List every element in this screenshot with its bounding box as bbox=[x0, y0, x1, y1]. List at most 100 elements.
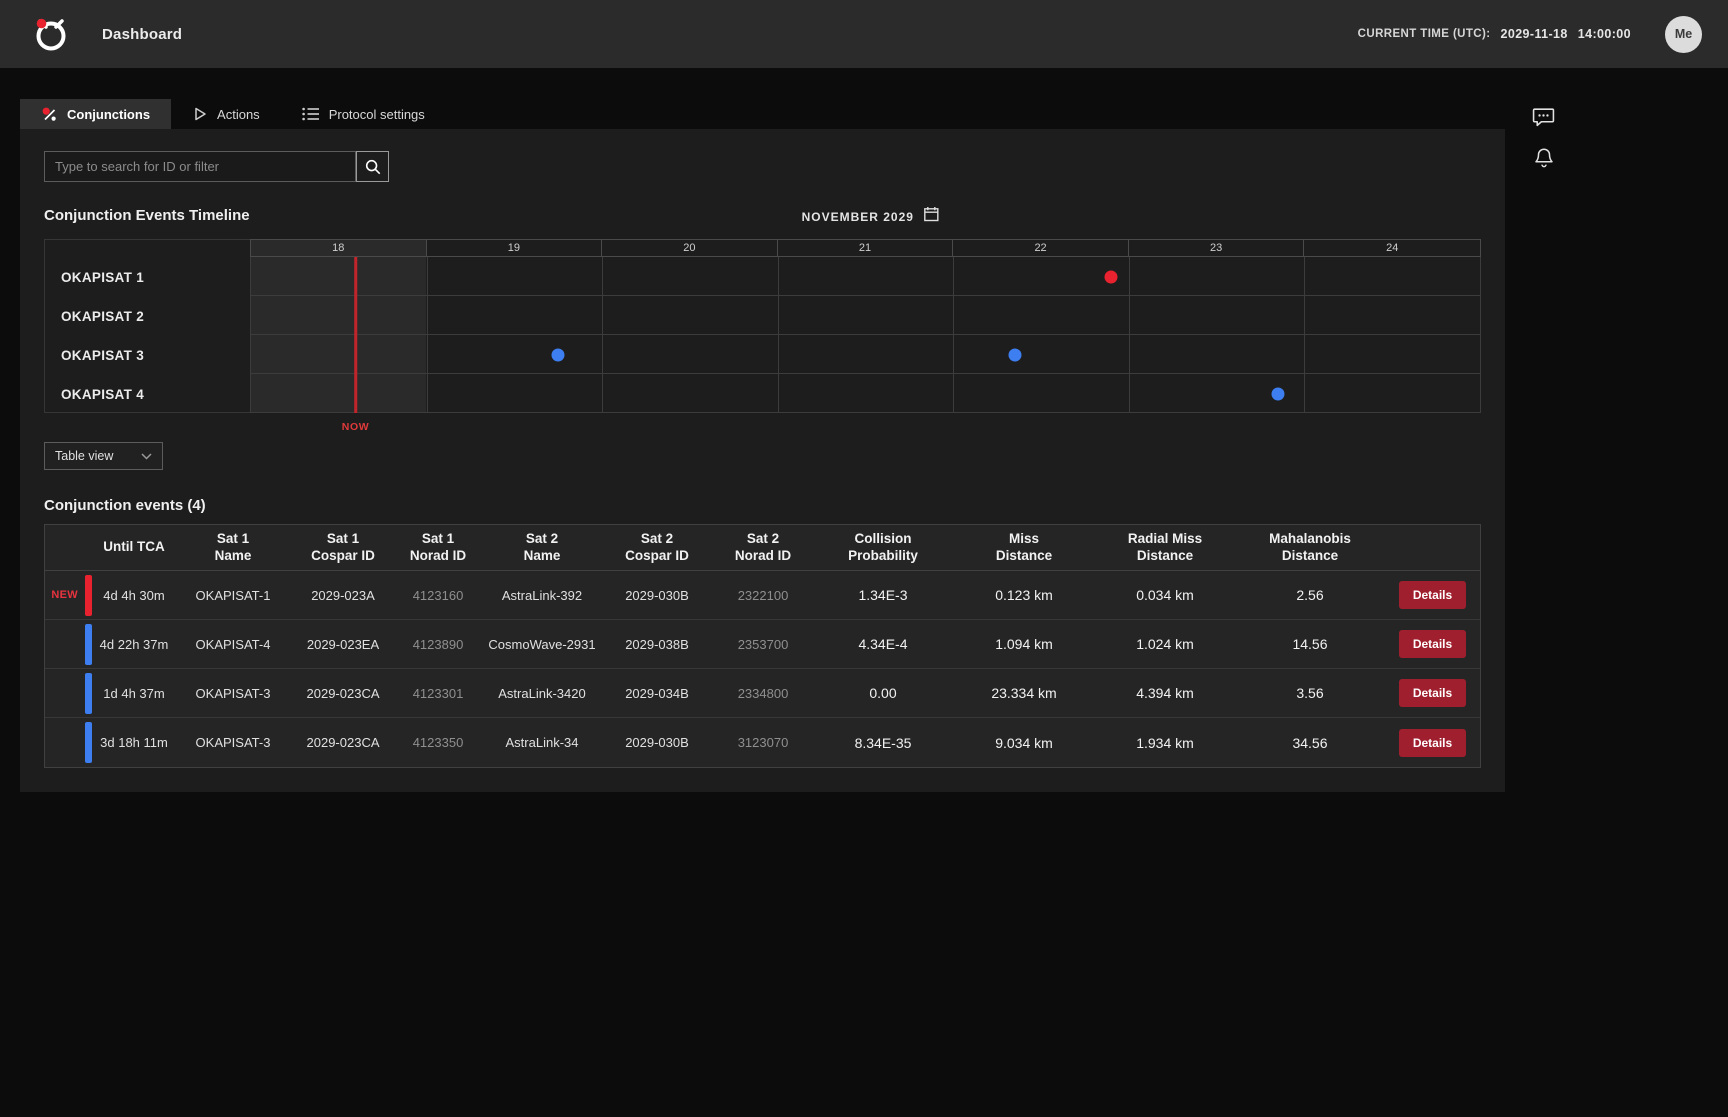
cell-radial-miss-distance: 1.024 km bbox=[1136, 636, 1194, 652]
header-right: CURRENT TIME (UTC): 2029-11-18 14:00:00 … bbox=[1357, 15, 1702, 53]
details-button[interactable]: Details bbox=[1398, 630, 1467, 658]
play-icon bbox=[192, 106, 208, 122]
events-title: Conjunction events (4) bbox=[44, 497, 206, 514]
now-label: NOW bbox=[341, 421, 370, 433]
notifications-button[interactable] bbox=[1530, 143, 1558, 173]
conjunction-event-dot[interactable] bbox=[1008, 348, 1022, 361]
tab-protocol-settings[interactable]: Protocol settings bbox=[281, 99, 446, 129]
current-time-label: CURRENT TIME (UTC): bbox=[1357, 28, 1491, 40]
month-picker[interactable]: NOVEMBER 2029 bbox=[802, 206, 939, 227]
event-row: NEW 4d 4h 30m OKAPISAT-1 2029-023A 4123160 As… bbox=[45, 571, 1480, 620]
cell-radial-miss-distance: 4.394 km bbox=[1136, 685, 1194, 701]
cell-collision-probability: 4.34E-4 bbox=[858, 636, 908, 652]
conjunction-event-dot[interactable] bbox=[551, 348, 565, 361]
avatar[interactable]: Me bbox=[1665, 15, 1702, 53]
timeline-row bbox=[251, 374, 1480, 413]
tab-conjunctions[interactable]: Conjunctions bbox=[20, 99, 172, 129]
severity-bar bbox=[84, 574, 92, 616]
cell-collision-probability: 0.00 bbox=[869, 685, 897, 701]
calendar-icon bbox=[923, 206, 939, 227]
search-row bbox=[44, 151, 1481, 182]
column-header: Sat 1 Cospar ID bbox=[311, 530, 375, 563]
column-header: Sat 2 Name bbox=[523, 530, 561, 563]
view-select[interactable]: Table view bbox=[44, 442, 163, 470]
cell-sat2-name: AstraLink-392 bbox=[501, 587, 583, 603]
conjunctions-icon bbox=[41, 106, 58, 123]
tab-actions[interactable]: Actions bbox=[171, 99, 281, 129]
cell-sat2-cospar: 2029-034B bbox=[625, 685, 689, 701]
cell-mahalanobis: 3.56 bbox=[1296, 685, 1324, 701]
tab-label: Actions bbox=[217, 106, 260, 122]
cell-sat1-norad: 4123160 bbox=[412, 587, 464, 603]
event-row: 1d 4h 37m OKAPISAT-3 2029-023CA 4123301 Astr… bbox=[45, 669, 1480, 718]
cell-sat1-name: OKAPISAT-1 bbox=[195, 587, 271, 603]
bell-icon bbox=[1534, 148, 1554, 172]
page-title: Dashboard bbox=[102, 25, 183, 43]
cell-sat1-cospar: 2029-023A bbox=[311, 587, 375, 603]
view-select-value: Table view bbox=[55, 449, 114, 463]
day-header: 22 bbox=[953, 240, 1129, 256]
cell-sat2-name: AstraLink-3420 bbox=[498, 685, 586, 701]
cell-sat2-name: CosmoWave-2931 bbox=[488, 636, 596, 652]
chat-icon bbox=[1532, 108, 1555, 130]
cell-radial-miss-distance: 0.034 km bbox=[1136, 587, 1194, 603]
severity-bar bbox=[84, 722, 92, 763]
side-icon-strip bbox=[1528, 102, 1559, 173]
severity-bar-cell bbox=[81, 718, 95, 767]
cell-sat2-norad: 2322100 bbox=[737, 587, 789, 603]
cell-sat1-norad: 4123301 bbox=[412, 685, 464, 701]
severity-bar bbox=[84, 623, 92, 665]
satellite-label: OKAPISAT 3 bbox=[61, 348, 145, 363]
cell-sat1-norad: 4123350 bbox=[412, 735, 464, 750]
chat-button[interactable] bbox=[1528, 102, 1559, 131]
cell-sat2-cospar: 2029-038B bbox=[625, 636, 689, 652]
cell-sat1-name: OKAPISAT-3 bbox=[195, 685, 271, 701]
conjunction-event-dot[interactable] bbox=[1104, 270, 1118, 283]
cell-mahalanobis: 34.56 bbox=[1292, 734, 1328, 751]
details-button[interactable]: Details bbox=[1398, 679, 1467, 707]
satellite-labels: OKAPISAT 1 OKAPISAT 2 OKAPISAT 3 OKAPISAT 4 bbox=[44, 239, 250, 413]
severity-bar-cell bbox=[81, 669, 95, 717]
satellite-label: OKAPISAT 4 bbox=[61, 387, 145, 402]
search-icon bbox=[365, 159, 381, 175]
column-header: Sat 2 Norad ID bbox=[734, 530, 792, 563]
current-time: 14:00:00 bbox=[1577, 27, 1631, 41]
cell-sat1-norad: 4123890 bbox=[412, 636, 464, 652]
cell-miss-distance: 9.034 km bbox=[995, 734, 1053, 751]
severity-bar bbox=[84, 672, 92, 714]
grid-line bbox=[426, 257, 428, 412]
cell-mahalanobis: 14.56 bbox=[1292, 636, 1328, 652]
timeline-title: Conjunction Events Timeline bbox=[44, 207, 250, 224]
timeline-row bbox=[251, 296, 1480, 335]
cell-until-tca: 4d 4h 30m bbox=[103, 587, 165, 603]
current-date: 2029-11-18 bbox=[1500, 27, 1568, 41]
day-header-row: 18 19 20 21 22 23 24 bbox=[250, 239, 1481, 257]
column-header: Sat 1 Norad ID bbox=[409, 530, 467, 563]
conjunction-event-dot[interactable] bbox=[1271, 387, 1285, 400]
column-header: Radial Miss Distance bbox=[1127, 530, 1203, 563]
timeline-row bbox=[251, 257, 1480, 296]
table-header-row: Until TCA Sat 1 Name Sat 1 Cospar ID Sat 1 … bbox=[45, 525, 1480, 571]
grid-line bbox=[1304, 257, 1306, 412]
grid-line bbox=[1128, 257, 1130, 412]
cell-until-tca: 4d 22h 37m bbox=[99, 636, 169, 652]
new-badge: NEW bbox=[51, 589, 78, 601]
timeline-body bbox=[250, 257, 1481, 413]
grid-line bbox=[777, 257, 779, 412]
cell-sat2-norad: 3123070 bbox=[737, 735, 789, 750]
now-line bbox=[353, 257, 358, 413]
list-icon bbox=[301, 107, 320, 121]
cell-sat2-cospar: 2029-030B bbox=[625, 735, 689, 750]
search-button[interactable] bbox=[356, 151, 389, 182]
cell-miss-distance: 23.334 km bbox=[991, 685, 1057, 701]
cell-radial-miss-distance: 1.934 km bbox=[1136, 734, 1194, 751]
chevron-down-icon bbox=[141, 449, 152, 463]
details-button[interactable]: Details bbox=[1398, 581, 1467, 609]
conjunction-timeline: OKAPISAT 1 OKAPISAT 2 OKAPISAT 3 OKAPISAT 4… bbox=[44, 239, 1481, 433]
cell-sat1-name: OKAPISAT-3 bbox=[195, 735, 271, 750]
tab-bar: Conjunctions Actions Protocol settings bbox=[20, 99, 1728, 129]
search-input[interactable] bbox=[44, 151, 356, 182]
details-button[interactable]: Details bbox=[1398, 728, 1467, 757]
event-row: 3d 18h 11m OKAPISAT-3 2029-023CA 4123350 Ast… bbox=[45, 718, 1480, 767]
day-header: 23 bbox=[1129, 240, 1305, 256]
